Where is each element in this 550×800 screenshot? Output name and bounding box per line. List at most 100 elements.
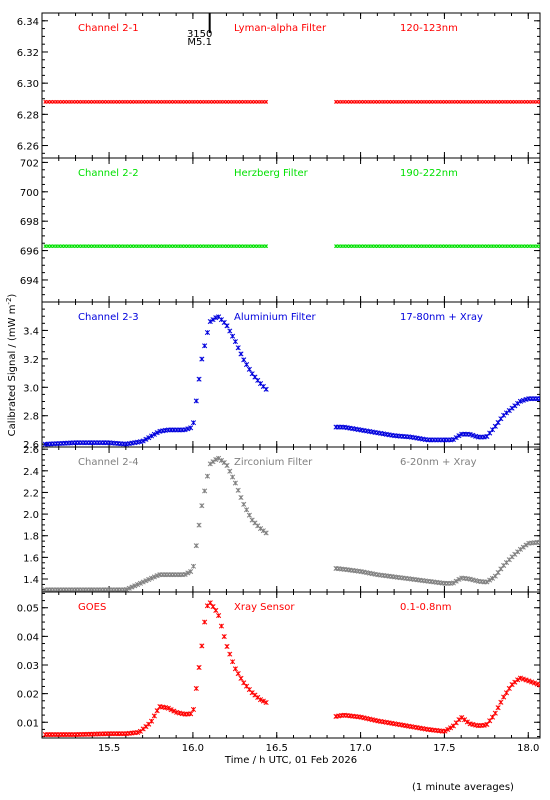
- panel-5: 0.01 0.02 0.03 0.04 0.05 GOES Xray Sensor 0.1-0…: [17, 591, 541, 739]
- data-point: [484, 721, 490, 727]
- series-points: [42, 600, 540, 738]
- data-point: [230, 659, 236, 665]
- y-tick-label: 696: [20, 247, 39, 258]
- data-point: [534, 681, 540, 687]
- y-tick-label: 2.4: [23, 467, 39, 478]
- data-point: [238, 494, 244, 501]
- data-point: [453, 435, 459, 441]
- data-point: [129, 584, 135, 590]
- data-point: [154, 430, 160, 436]
- data-point: [188, 711, 194, 717]
- y-tick-label: 2.0: [23, 510, 39, 521]
- data-point: [193, 398, 199, 404]
- data-point: [213, 456, 219, 463]
- y-tick-label: 2.6: [23, 445, 39, 456]
- data-point: [210, 604, 216, 610]
- data-point: [448, 725, 454, 731]
- data-point: [484, 579, 490, 585]
- y-tick-label: 0.05: [17, 604, 39, 615]
- flare-marker-label-top: 3150: [187, 29, 212, 40]
- x-tick-label: 17.0: [349, 743, 371, 754]
- x-tick-label: 15.5: [98, 743, 120, 754]
- data-point: [146, 576, 152, 583]
- data-point: [537, 539, 540, 545]
- panel-channel-label: Channel 2-1: [78, 23, 139, 34]
- data-point: [135, 581, 141, 588]
- y-tick-label: 6.32: [17, 48, 39, 59]
- data-point: [498, 416, 504, 422]
- data-point: [221, 634, 227, 640]
- data-point: [492, 573, 498, 579]
- y-tick-label: 1.6: [23, 553, 39, 564]
- data-point: [232, 339, 238, 345]
- data-point: [260, 698, 266, 704]
- data-point: [487, 577, 493, 583]
- data-point: [216, 613, 222, 619]
- data-point: [453, 578, 459, 584]
- series-points: [42, 314, 540, 447]
- data-point: [227, 328, 233, 334]
- data-point: [244, 361, 250, 368]
- data-point: [154, 573, 160, 579]
- panel-3: 2.6 2.8 3.0 3.2 3.4 Channel 2-3 Aluminium Filt…: [23, 301, 541, 451]
- data-point: [182, 571, 188, 577]
- y-tick-label: 0.04: [17, 632, 39, 643]
- data-point: [498, 699, 504, 705]
- panel-channel-label: Channel 2-3: [78, 312, 139, 323]
- data-point: [235, 671, 241, 677]
- panel-band-label: 6-20nm + Xray: [400, 457, 477, 468]
- data-point: [135, 729, 141, 736]
- data-point: [193, 685, 199, 692]
- data-point: [188, 568, 194, 575]
- panel-4: 1.4 1.6 1.8 2.0 2.2 2.4 2.6 Channel 2-4 Zirconiu…: [23, 445, 541, 593]
- y-tick-label: 0.02: [17, 690, 39, 701]
- data-point: [171, 708, 177, 714]
- data-point: [238, 351, 244, 357]
- data-point: [224, 462, 230, 469]
- data-point: [538, 99, 540, 104]
- data-point: [148, 718, 155, 724]
- data-point: [202, 488, 208, 494]
- data-point: [506, 685, 512, 692]
- data-point: [246, 512, 252, 518]
- data-point: [207, 318, 213, 325]
- data-point: [199, 503, 205, 509]
- data-point: [489, 714, 496, 720]
- data-point: [188, 425, 194, 431]
- data-point: [495, 569, 501, 576]
- y-tick-label: 6.28: [17, 110, 39, 121]
- x-axis: 15.5 16.0 16.5 17.0 17.5 18.0: [98, 743, 539, 754]
- averaging-footnote: (1 minute averages): [412, 782, 514, 793]
- data-point: [224, 643, 230, 650]
- y-tick-label: 3.2: [23, 355, 39, 366]
- data-point: [154, 708, 160, 714]
- panel-frame: [41, 591, 541, 739]
- data-point: [210, 317, 216, 323]
- data-point: [537, 682, 540, 688]
- panel-filter-label: Xray Sensor: [234, 602, 295, 613]
- data-point: [123, 587, 129, 592]
- data-point: [196, 522, 202, 528]
- data-point: [501, 694, 507, 700]
- data-point: [202, 343, 208, 349]
- data-point: [143, 436, 149, 442]
- y-tick-label: 694: [20, 276, 39, 287]
- y-tick-label: 2.8: [23, 412, 39, 423]
- data-point: [151, 431, 157, 437]
- panel-filter-label: Aluminium Filter: [234, 312, 317, 323]
- y-tick-label: 700: [20, 188, 39, 199]
- data-point: [526, 678, 532, 684]
- data-point: [450, 436, 456, 443]
- data-point: [202, 619, 208, 625]
- data-point: [481, 722, 487, 728]
- y-axis-title: Calibrated Signal / (mW m-2): [5, 294, 18, 437]
- data-point: [241, 501, 247, 507]
- data-point: [257, 697, 264, 703]
- data-point: [140, 579, 146, 585]
- data-point: [190, 420, 197, 426]
- data-point: [151, 574, 157, 580]
- panel-frame: [41, 12, 541, 159]
- x-tick-label: 16.5: [266, 743, 288, 754]
- data-point: [132, 583, 138, 589]
